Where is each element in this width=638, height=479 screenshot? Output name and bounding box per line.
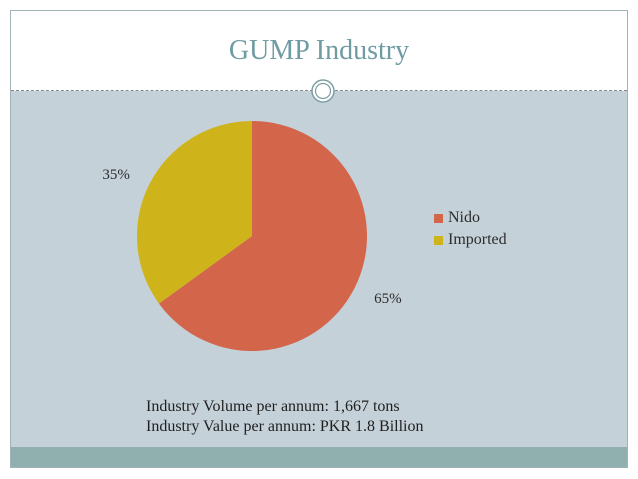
legend-item-imported: Imported <box>434 229 507 251</box>
legend-label-nido: Nido <box>448 209 480 226</box>
legend-label-imported: Imported <box>448 231 507 248</box>
data-label-imported: 35% <box>102 167 130 183</box>
legend-item-nido: Nido <box>434 207 507 229</box>
pie-slice-nido <box>158 121 367 351</box>
industry-value-note: Industry Value per annum: PKR 1.8 Billio… <box>146 418 424 435</box>
data-label-nido: 65% <box>374 291 402 307</box>
pie-labels: 65% 35% <box>102 167 401 307</box>
title-area: GUMP Industry <box>11 11 627 91</box>
industry-notes: Industry Volume per annum: 1,667 tons In… <box>146 397 423 437</box>
industry-volume-note: Industry Volume per annum: 1,667 tons <box>146 398 400 415</box>
pie-slice-imported <box>136 120 252 304</box>
footer-bar <box>11 447 627 467</box>
legend-swatch-nido <box>434 213 443 223</box>
chart-legend: Nido Imported <box>434 207 507 251</box>
slide-title: GUMP Industry <box>228 35 410 66</box>
pie-slices <box>136 120 367 351</box>
circle-ornament-icon <box>311 79 335 103</box>
legend-swatch-imported <box>434 235 443 245</box>
